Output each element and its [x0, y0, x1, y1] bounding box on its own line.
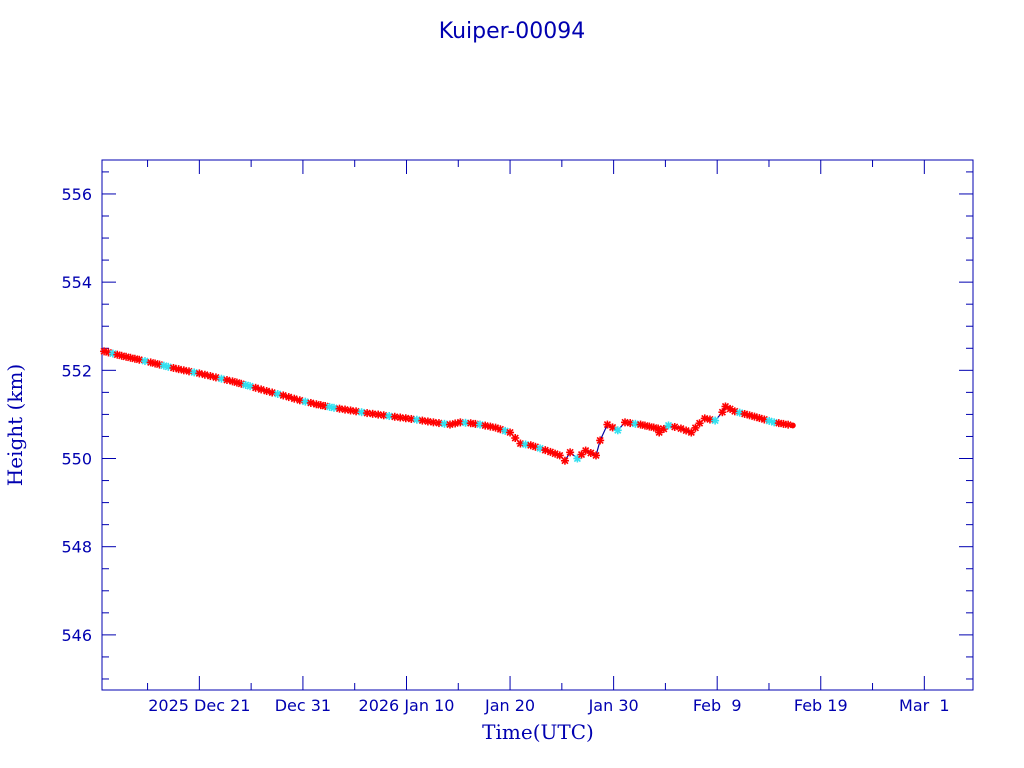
data-point-marker: [566, 448, 575, 457]
data-point-marker: [273, 389, 282, 398]
data-point-marker: [179, 366, 188, 375]
y-tick-labels: 546 548 550 552 554 556: [61, 185, 92, 645]
data-point-marker: [481, 421, 490, 430]
axis-ticks: [102, 160, 973, 690]
y-tick-label: 548: [61, 538, 92, 557]
data-point-marker: [705, 415, 714, 424]
x-tick-labels: 2025 Dec 21 Dec 31 2026 Jan 10 Jan 20 Jan 30…: [148, 696, 949, 715]
x-tick-label: Jan 20: [484, 696, 535, 715]
data-point-marker: [211, 373, 220, 382]
data-point-marker: [511, 434, 520, 443]
x-tick-label: Mar 1: [899, 696, 950, 715]
data-point-marker: [217, 374, 226, 383]
data-point-marker: [140, 357, 149, 366]
data-point-marker: [700, 414, 709, 423]
data-point-marker: [206, 372, 215, 381]
data-point-marker: [687, 428, 696, 437]
data-point-marker: [655, 428, 664, 437]
data-point-marker: [659, 424, 668, 433]
series-height: [100, 347, 796, 465]
data-point-marker: [560, 456, 569, 465]
data-point-marker: [521, 440, 530, 449]
data-point-marker: [718, 408, 727, 417]
x-tick-label: Jan 30: [588, 696, 639, 715]
data-point-marker: [284, 393, 293, 402]
x-tick-label: 2025 Dec 21: [148, 696, 250, 715]
data-point-marker: [664, 421, 673, 430]
data-point-marker: [279, 391, 288, 400]
data-point-marker: [190, 368, 199, 377]
data-point-marker: [301, 397, 310, 406]
data-point-marker: [222, 376, 231, 385]
data-point-marker: [357, 408, 366, 417]
data-point-marker: [486, 422, 495, 431]
data-point-marker: [200, 370, 209, 379]
x-tick-label: Feb 9: [693, 696, 742, 715]
data-point-marker: [390, 412, 399, 421]
data-point-marker: [476, 420, 485, 429]
y-tick-label: 554: [61, 273, 92, 292]
y-tick-label: 556: [61, 185, 92, 204]
data-point-marker: [418, 416, 427, 425]
data-point-marker: [423, 417, 432, 426]
data-point-marker: [670, 422, 679, 431]
data-point-marker: [268, 388, 277, 397]
x-tick-label: Feb 19: [794, 696, 848, 715]
y-tick-label: 546: [61, 626, 92, 645]
data-point-marker: [164, 362, 173, 371]
data-point-marker: [596, 436, 605, 445]
data-point-marker: [346, 406, 355, 415]
data-point-marker: [789, 422, 796, 429]
data-point-marker: [516, 439, 525, 448]
data-point-marker: [613, 426, 622, 435]
data-point-marker: [306, 398, 315, 407]
data-point-marker: [412, 415, 421, 424]
data-point-marker: [429, 418, 438, 427]
x-tick-label: Dec 31: [275, 696, 331, 715]
data-point-marker: [506, 428, 515, 437]
data-point-marker: [555, 451, 564, 460]
x-tick-label: 2026 Jan 10: [359, 696, 455, 715]
data-point-marker: [445, 420, 454, 429]
chart-title: Kuiper-00094: [439, 19, 585, 44]
data-point-marker: [135, 355, 144, 364]
data-point-marker: [195, 369, 204, 378]
data-point-marker: [592, 451, 601, 460]
plot-frame: [101, 159, 974, 691]
data-point-marker: [434, 419, 443, 428]
data-point-marker: [401, 414, 410, 423]
data-point-marker: [341, 405, 350, 414]
y-tick-label: 550: [61, 450, 92, 469]
data-point-marker: [711, 416, 720, 425]
data-point-marker: [246, 382, 255, 391]
data-point-marker: [451, 419, 460, 428]
y-tick-label: 552: [61, 361, 92, 380]
series-line: [103, 350, 793, 462]
data-point-marker: [174, 365, 183, 374]
data-point-marker: [295, 396, 304, 405]
data-point-marker: [169, 363, 178, 372]
data-point-marker: [184, 367, 193, 376]
y-axis-label: Height (km): [3, 364, 27, 486]
data-point-marker: [329, 403, 338, 412]
x-axis-label: Time(UTC): [482, 720, 594, 744]
data-point-marker: [335, 404, 344, 413]
data-point-marker: [262, 387, 271, 396]
data-point-marker: [695, 419, 704, 428]
data-point-marker: [352, 407, 361, 416]
